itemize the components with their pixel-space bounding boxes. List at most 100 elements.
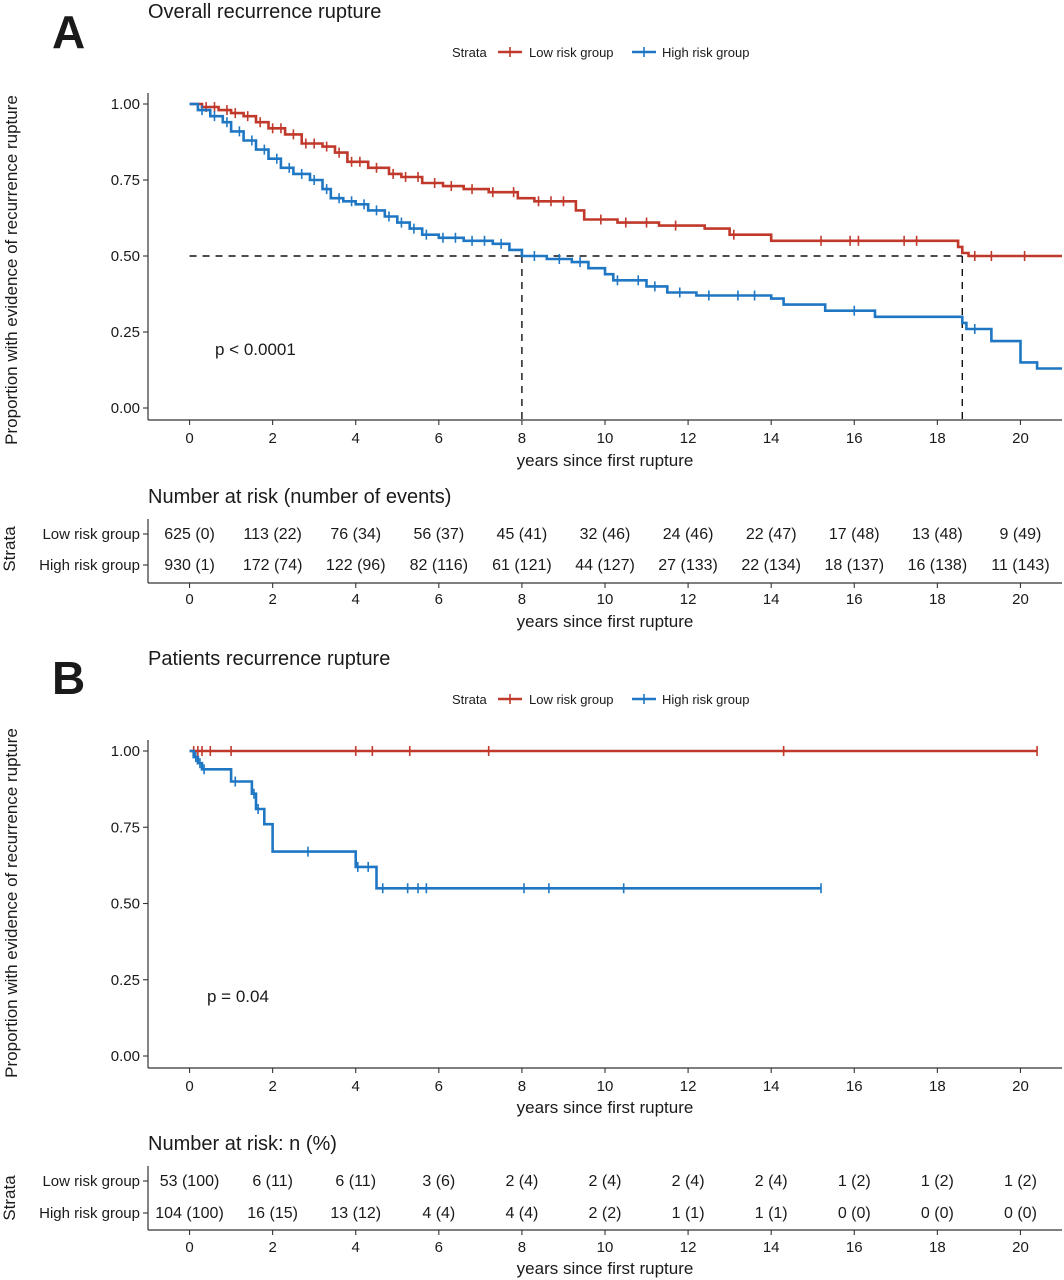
chart-b-x-tick-label: 14 bbox=[763, 1078, 780, 1095]
risk-table-b-x-tick-label: 18 bbox=[929, 1239, 946, 1256]
risk-table-a-strata-label: Strata bbox=[0, 526, 19, 572]
chart-a-x-tick-label: 8 bbox=[518, 430, 526, 447]
chart-a-x-tick-label: 4 bbox=[352, 430, 360, 447]
risk-table-a-cell: 625 (0) bbox=[164, 526, 215, 543]
risk-table-a-cell: 32 (46) bbox=[580, 526, 631, 543]
risk-table-b-x-tick-label: 0 bbox=[185, 1239, 193, 1256]
chart-b-legend-high-label: High risk group bbox=[662, 692, 749, 707]
risk-table-a-x-tick-label: 4 bbox=[352, 591, 360, 608]
risk-table-b-strata-label: Strata bbox=[0, 1175, 19, 1221]
chart-b-y-tick-label: 0.75 bbox=[111, 819, 140, 836]
chart-b-y-tick-label: 0.50 bbox=[111, 896, 140, 913]
risk-table-b-x-tick-label: 4 bbox=[352, 1239, 360, 1256]
chart-a-x-tick-label: 0 bbox=[185, 430, 193, 447]
risk-table-b-x-tick-label: 10 bbox=[597, 1239, 614, 1256]
risk-table-b-x-tick-label: 8 bbox=[518, 1239, 526, 1256]
chart-b-x-tick-label: 4 bbox=[352, 1078, 360, 1095]
risk-table-a-cell: 24 (46) bbox=[663, 526, 714, 543]
chart-a-y-tick-label: 0.50 bbox=[111, 248, 140, 265]
chart-b-x-tick-label: 12 bbox=[680, 1078, 697, 1095]
risk-table-b-cell: 2 (4) bbox=[672, 1173, 705, 1190]
chart-b-x-tick-label: 0 bbox=[185, 1078, 193, 1095]
chart-b-y-axis-label: Proportion with evidence of recurrence r… bbox=[2, 728, 21, 1078]
risk-table-b-cell: 0 (0) bbox=[838, 1205, 871, 1222]
risk-table-a-x-tick-label: 16 bbox=[846, 591, 863, 608]
risk-table-a-x-tick-label: 14 bbox=[763, 591, 780, 608]
risk-table-a-cell: 17 (48) bbox=[829, 526, 880, 543]
chart-b-legend-low-label: Low risk group bbox=[529, 692, 614, 707]
risk-table-b-x-tick-label: 12 bbox=[680, 1239, 697, 1256]
risk-table-a-cell: 9 (49) bbox=[1000, 526, 1042, 543]
risk-table-a-cell: 11 (143) bbox=[991, 557, 1049, 574]
risk-table-a-cell: 22 (47) bbox=[746, 526, 797, 543]
risk-table-b-cell: 104 (100) bbox=[155, 1205, 224, 1222]
risk-table-b-cell: 1 (1) bbox=[755, 1205, 788, 1222]
risk-table-a-cell: 172 (74) bbox=[243, 557, 303, 574]
chart-a-x-tick-label: 18 bbox=[929, 430, 946, 447]
risk-table-a-x-tick-label: 6 bbox=[435, 591, 443, 608]
chart-b-x-tick-label: 10 bbox=[597, 1078, 614, 1095]
risk-table-a-x-tick-label: 20 bbox=[1012, 591, 1029, 608]
chart-marks: 0.000.250.500.751.000 2 4 6 8 10 12 14 16 18 20625… bbox=[111, 47, 1062, 1256]
chart-b-x-axis-label: years since first rupture bbox=[517, 1098, 694, 1117]
risk-table-a-cell: 930 (1) bbox=[164, 557, 215, 574]
risk-table-b-cell: 2 (4) bbox=[589, 1173, 622, 1190]
risk-table-a-cell: 16 (138) bbox=[908, 557, 968, 574]
chart-a-x-tick-label: 12 bbox=[680, 430, 697, 447]
risk-table-a-x-tick-label: 18 bbox=[929, 591, 946, 608]
chart-a-title: Overall recurrence rupture bbox=[148, 1, 381, 23]
chart-a-legend-high-label: High risk group bbox=[662, 45, 749, 60]
chart-a-x-tick-label: 10 bbox=[597, 430, 614, 447]
risk-table-a-cell: 27 (133) bbox=[658, 557, 718, 574]
panel-letter-b: B bbox=[52, 652, 85, 704]
chart-a-y-axis-label: Proportion with evidence of recurrence r… bbox=[2, 95, 21, 445]
risk-table-a-row-label-high: High risk group bbox=[39, 557, 140, 574]
risk-table-a-title: Number at risk (number of events) bbox=[148, 486, 451, 508]
risk-table-b-cell: 4 (4) bbox=[505, 1205, 538, 1222]
chart-b-high-risk-curve bbox=[189, 749, 821, 890]
risk-table-b-cell: 6 (11) bbox=[335, 1173, 376, 1190]
risk-table-b-cell: 13 (12) bbox=[330, 1205, 381, 1222]
chart-b-x-tick-label: 8 bbox=[518, 1078, 526, 1095]
risk-table-b-cell: 0 (0) bbox=[1004, 1205, 1037, 1222]
risk-table-b-cell: 1 (2) bbox=[921, 1173, 954, 1190]
risk-table-b-cell: 1 (2) bbox=[838, 1173, 871, 1190]
risk-table-b-x-tick-label: 20 bbox=[1012, 1239, 1029, 1256]
risk-table-b-x-tick-label: 16 bbox=[846, 1239, 863, 1256]
risk-table-b-x-axis-label: years since first rupture bbox=[517, 1259, 694, 1278]
chart-a-low-risk-curve bbox=[189, 102, 1062, 258]
risk-table-b-x-tick-label: 6 bbox=[435, 1239, 443, 1256]
risk-table-a-cell: 45 (41) bbox=[497, 526, 548, 543]
risk-table-a-x-axis-label: years since first rupture bbox=[517, 612, 694, 631]
risk-table-a-x-tick-label: 12 bbox=[680, 591, 697, 608]
chart-b-y-tick-label: 0.00 bbox=[111, 1048, 140, 1065]
panel-letter-a: A bbox=[52, 6, 85, 58]
risk-table-b-cell: 2 (2) bbox=[589, 1205, 622, 1222]
chart-b-x-tick-label: 6 bbox=[435, 1078, 443, 1095]
chart-a-legend-low-label: Low risk group bbox=[529, 45, 614, 60]
chart-a-x-tick-label: 14 bbox=[763, 430, 780, 447]
risk-table-b-cell: 53 (100) bbox=[160, 1173, 220, 1190]
chart-b-p-value: p = 0.04 bbox=[207, 987, 269, 1006]
risk-table-b-cell: 1 (2) bbox=[1004, 1173, 1037, 1190]
chart-a-y-tick-label: 0.75 bbox=[111, 172, 140, 189]
risk-table-b-x-tick-label: 14 bbox=[763, 1239, 780, 1256]
risk-table-a-cell: 18 (137) bbox=[824, 557, 884, 574]
risk-table-a-cell: 113 (22) bbox=[243, 526, 301, 543]
chart-a-y-tick-label: 1.00 bbox=[111, 96, 140, 113]
risk-table-b-cell: 2 (4) bbox=[505, 1173, 538, 1190]
chart-b-x-tick-label: 16 bbox=[846, 1078, 863, 1095]
risk-table-a-cell: 44 (127) bbox=[575, 557, 635, 574]
chart-a-x-axis-label: years since first rupture bbox=[517, 451, 694, 470]
chart-a-x-tick-label: 20 bbox=[1012, 430, 1029, 447]
chart-b-legend-title: Strata bbox=[452, 692, 487, 707]
risk-table-a-cell: 122 (96) bbox=[326, 557, 386, 574]
risk-table-b-row-label-high: High risk group bbox=[39, 1205, 140, 1222]
risk-table-a-row-label-low: Low risk group bbox=[42, 526, 140, 543]
risk-table-b-row-label-low: Low risk group bbox=[42, 1173, 140, 1190]
chart-b-y-tick-label: 1.00 bbox=[111, 743, 140, 760]
chart-b-x-tick-label: 2 bbox=[268, 1078, 276, 1095]
chart-a-x-tick-label: 2 bbox=[268, 430, 276, 447]
risk-table-a-x-tick-label: 10 bbox=[597, 591, 614, 608]
risk-table-a-cell: 56 (37) bbox=[413, 526, 464, 543]
